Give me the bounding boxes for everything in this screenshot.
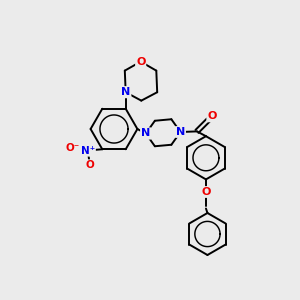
Text: O: O [136,57,146,67]
Text: N⁺: N⁺ [81,146,95,156]
Text: N: N [141,128,150,139]
Text: N: N [176,127,185,137]
Text: O: O [201,187,211,197]
Text: N: N [141,128,150,139]
Text: O⁻: O⁻ [65,143,80,153]
Text: O: O [207,111,217,122]
Text: O: O [85,160,94,170]
Text: N: N [121,87,130,97]
Text: N: N [121,87,130,97]
